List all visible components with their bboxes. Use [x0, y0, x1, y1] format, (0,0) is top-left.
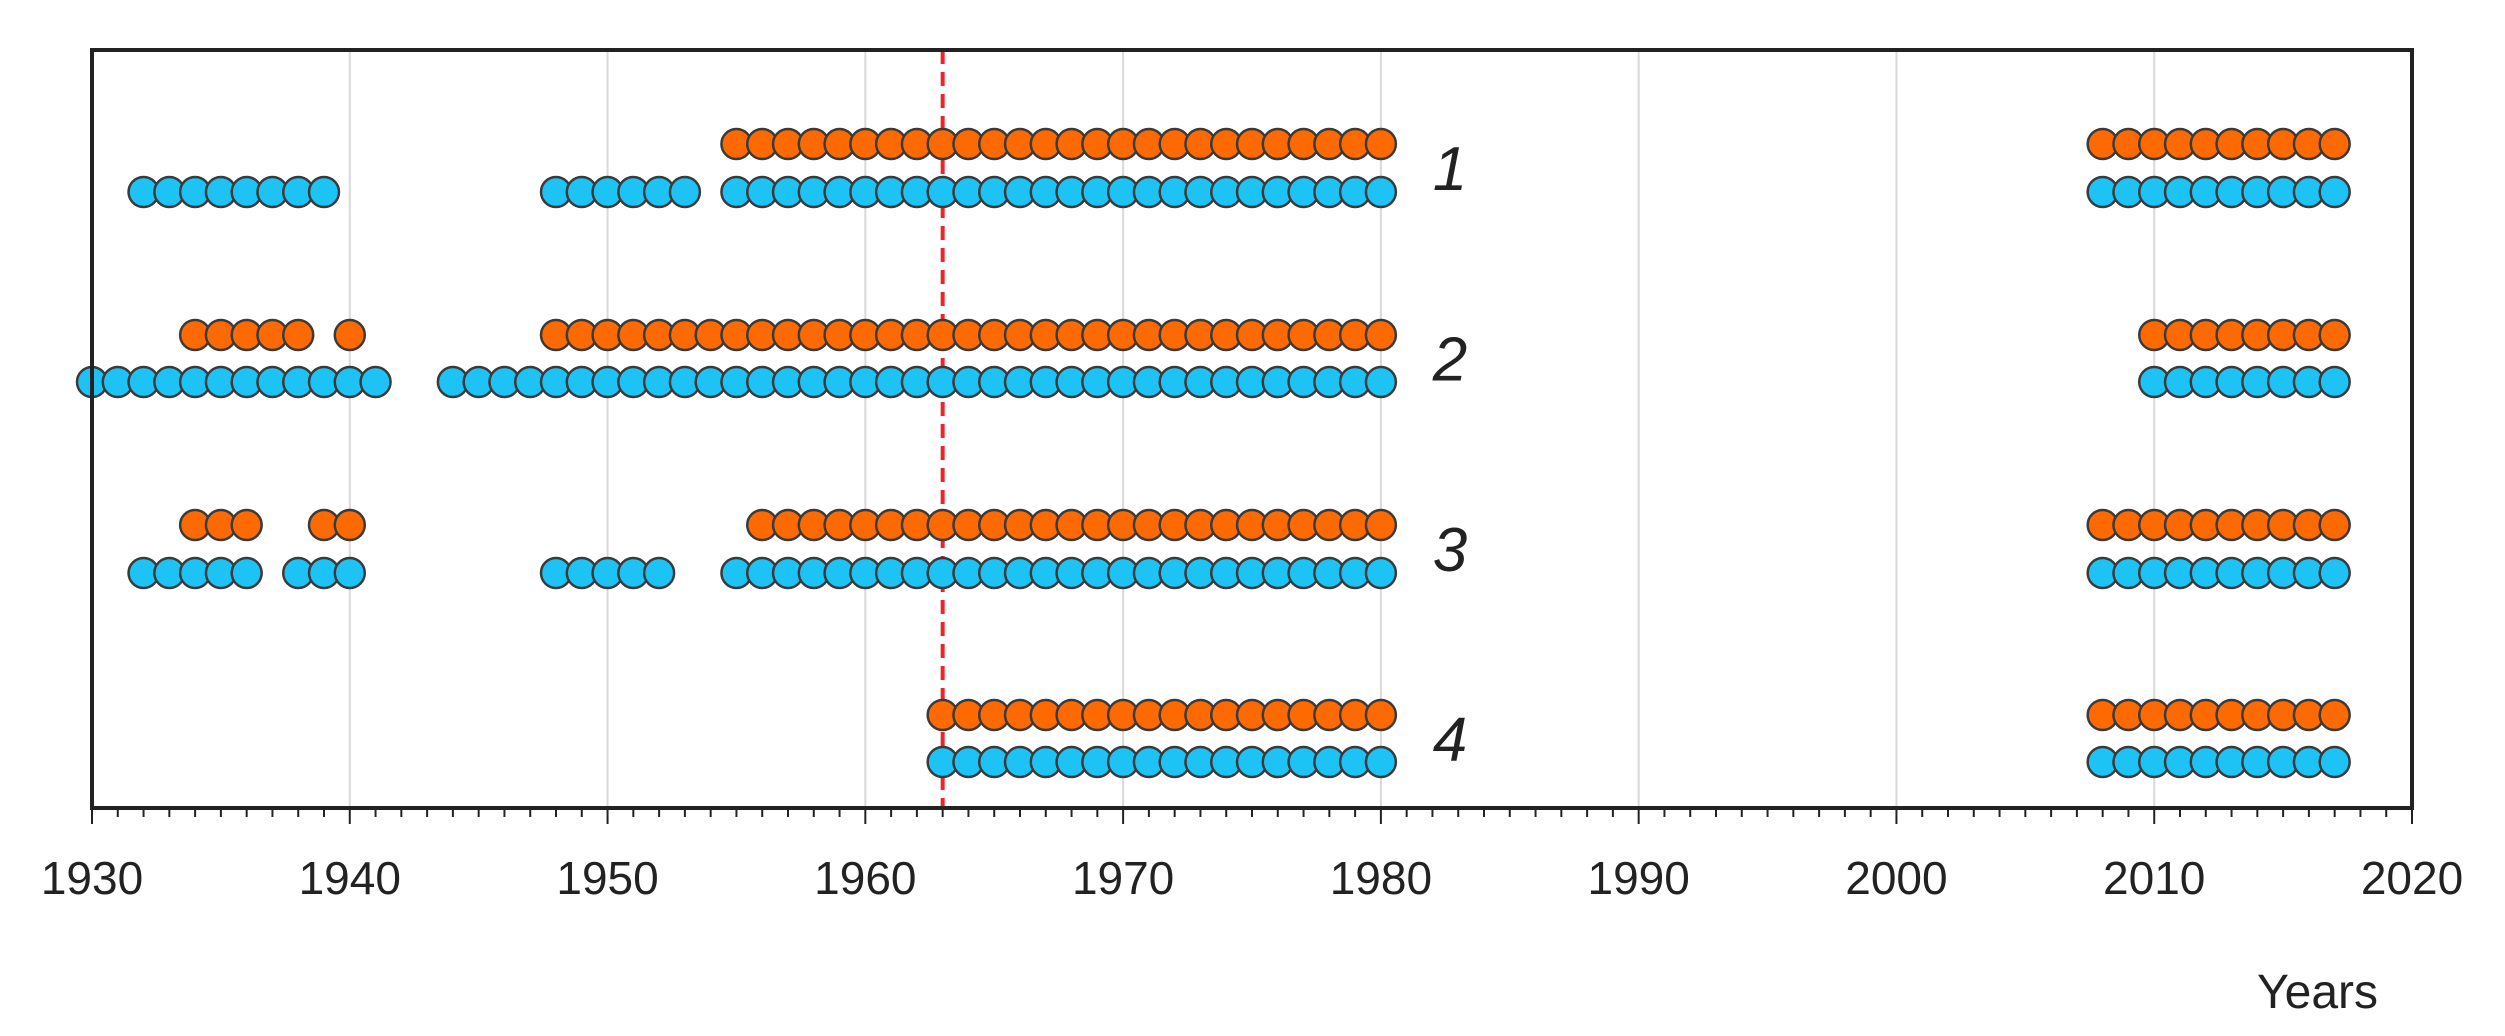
x-tick-label: 2010 [2103, 852, 2205, 904]
blue-dot [230, 556, 263, 590]
orange-dot [1364, 508, 1398, 542]
blue-dot [2318, 365, 2351, 399]
blue-dot [668, 175, 702, 209]
x-tick-label: 1940 [299, 852, 401, 904]
blue-dot [1364, 175, 1398, 209]
orange-dot [1364, 318, 1398, 352]
x-tick-label: 1990 [1587, 852, 1689, 904]
x-axis-label: Years [2257, 966, 2378, 1019]
row-label: 3 [1433, 516, 1467, 585]
x-tick-label: 2000 [1845, 852, 1947, 904]
orange-dot [2318, 318, 2351, 352]
plot-frame [90, 48, 2414, 810]
blue-dot [1364, 556, 1398, 590]
x-tick-label: 1980 [1330, 852, 1432, 904]
orange-dot [2318, 508, 2351, 542]
blue-dot [2318, 175, 2351, 209]
orange-dot [1364, 698, 1398, 732]
blue-dot [333, 556, 367, 590]
blue-dot [642, 556, 676, 590]
blue-dot [359, 365, 392, 399]
orange-dot [333, 508, 367, 542]
orange-dot [1364, 127, 1398, 161]
blue-dot [307, 175, 341, 209]
orange-dot [333, 318, 367, 352]
x-tick-label: 1960 [814, 852, 916, 904]
data-points [75, 127, 2351, 779]
x-tick-label: 1970 [1072, 852, 1174, 904]
x-tick-label: 2020 [2361, 852, 2463, 904]
blue-dot [2318, 556, 2351, 590]
row-label: 1 [1433, 135, 1467, 204]
orange-dot [2318, 698, 2351, 732]
grid-lines [348, 50, 2156, 808]
row-label: 4 [1433, 706, 1467, 775]
orange-dot [2318, 127, 2351, 161]
blue-dot [2318, 745, 2351, 779]
row-labels: 1 2 3 4 [1432, 135, 1467, 775]
x-axis-ticks: 1930 1940 1950 1960 1970 1980 1990 2000 2010 2020 [41, 808, 2463, 904]
orange-dot [281, 318, 315, 352]
row-label: 2 [1432, 326, 1467, 395]
orange-dot [230, 508, 263, 542]
x-tick-label: 1950 [556, 852, 658, 904]
blue-dot [1364, 745, 1398, 779]
blue-dot [1364, 365, 1398, 399]
x-tick-label: 1930 [41, 852, 143, 904]
